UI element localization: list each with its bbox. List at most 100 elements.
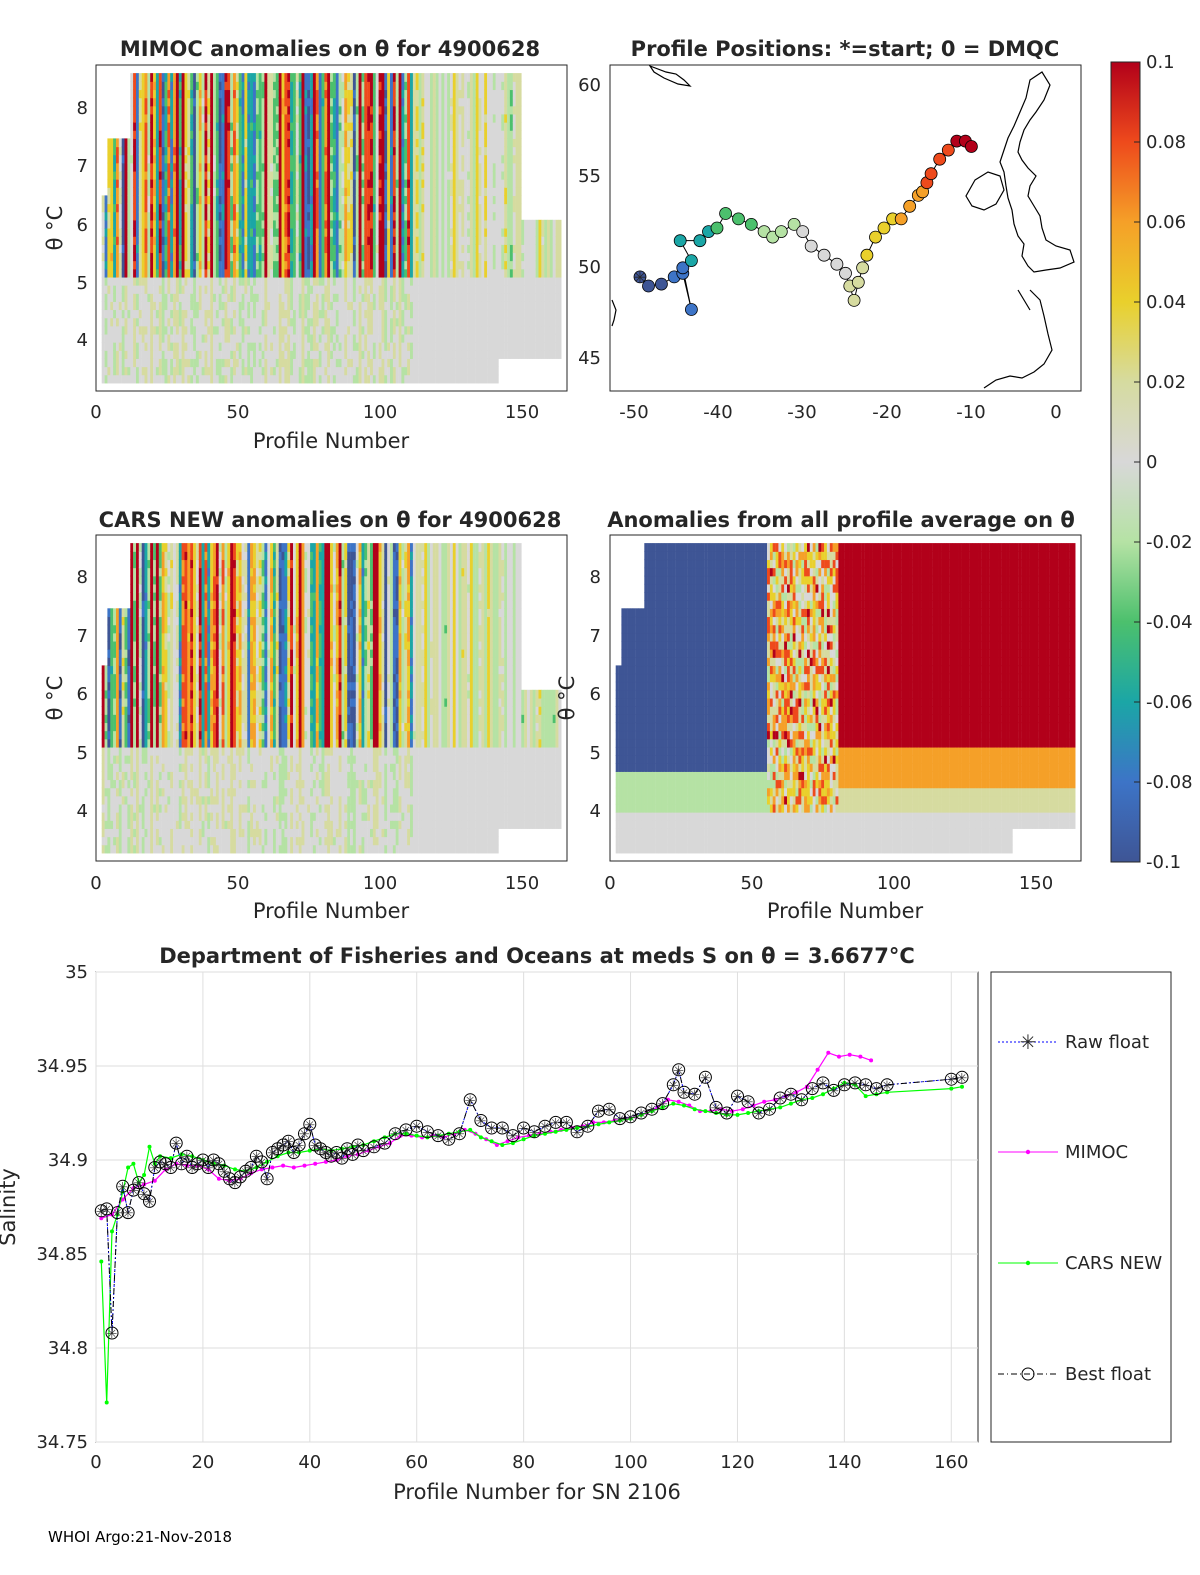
heatmap-cell xyxy=(467,219,471,229)
heatmap-cell xyxy=(175,252,179,262)
heatmap-cell xyxy=(218,342,222,351)
heatmap-cell xyxy=(178,260,182,270)
heatmap-cell xyxy=(178,162,182,172)
heatmap-cell xyxy=(164,73,168,82)
heatmap-cell xyxy=(398,211,402,221)
heatmap-cell xyxy=(198,325,202,335)
heatmap-cell xyxy=(207,122,211,131)
heatmap-cell xyxy=(304,195,308,205)
heatmap-cell xyxy=(104,268,108,278)
heatmap-cell xyxy=(467,138,471,148)
heatmap-cell xyxy=(441,203,445,213)
heatmap-cell xyxy=(101,374,105,384)
heatmap-cell xyxy=(455,309,459,319)
heatmap-cell xyxy=(464,170,468,180)
heatmap-cell xyxy=(147,333,151,343)
heatmap-cell xyxy=(153,219,157,229)
heatmap-cell xyxy=(384,97,388,107)
heatmap-cell xyxy=(235,366,239,376)
heatmap-cell xyxy=(475,285,479,294)
heatmap-cell xyxy=(307,244,311,254)
heatmap-cell xyxy=(235,113,239,123)
heatmap-cell xyxy=(384,203,388,213)
heatmap-cell xyxy=(198,366,202,376)
heatmap-cell xyxy=(404,187,408,197)
heatmap-cell xyxy=(255,146,259,156)
heatmap-cell xyxy=(164,122,168,131)
heatmap-cell xyxy=(458,146,462,156)
heatmap-cell xyxy=(241,293,245,302)
heatmap-cell xyxy=(273,138,277,148)
heatmap-cell xyxy=(421,358,425,368)
heatmap-cell xyxy=(327,293,331,302)
heatmap-cell xyxy=(455,113,459,123)
heatmap-cell xyxy=(461,276,465,286)
heatmap-cell xyxy=(207,105,211,115)
heatmap-cell xyxy=(230,97,234,107)
heatmap-cell xyxy=(478,244,482,254)
heatmap-cell xyxy=(124,219,128,229)
heatmap-cell xyxy=(327,73,331,82)
heatmap-cell xyxy=(116,333,120,343)
heatmap-cell xyxy=(310,211,314,221)
heatmap-cell xyxy=(361,301,365,311)
heatmap-cell xyxy=(138,236,142,245)
heatmap-cell xyxy=(221,122,225,131)
heatmap-cell xyxy=(415,285,419,294)
heatmap-cell xyxy=(244,293,248,302)
heatmap-cell xyxy=(372,342,376,351)
heatmap-cell xyxy=(458,89,462,99)
heatmap-cell xyxy=(110,358,114,368)
heatmap-cell xyxy=(444,244,448,254)
heatmap-cell xyxy=(472,325,476,335)
heatmap-cell xyxy=(421,309,425,319)
heatmap-cell xyxy=(253,122,257,131)
heatmap-cell xyxy=(458,325,462,335)
heatmap-cell xyxy=(175,73,179,82)
heatmap-cell xyxy=(204,301,208,311)
heatmap-cell xyxy=(190,374,194,384)
heatmap-cell xyxy=(367,301,371,311)
heatmap-cell xyxy=(378,317,382,327)
heatmap-cell xyxy=(190,228,194,237)
heatmap-cell xyxy=(250,122,254,131)
heatmap-cell xyxy=(458,252,462,262)
heatmap-cell xyxy=(158,187,162,197)
heatmap-cell xyxy=(107,358,111,368)
heatmap-cell xyxy=(127,333,131,343)
heatmap-cell xyxy=(158,260,162,270)
heatmap-cell xyxy=(435,244,439,254)
heatmap-cell xyxy=(384,170,388,180)
heatmap-cell xyxy=(195,366,199,376)
heatmap-cell xyxy=(387,285,391,294)
heatmap-cell xyxy=(315,244,319,254)
heatmap-cell xyxy=(250,154,254,164)
heatmap-cell xyxy=(118,317,122,327)
heatmap-cell xyxy=(290,203,294,213)
heatmap-cell xyxy=(324,301,328,311)
heatmap-cell xyxy=(144,317,148,327)
heatmap-cell xyxy=(178,154,182,164)
heatmap-cell xyxy=(161,170,165,180)
heatmap-cell xyxy=(395,211,399,221)
heatmap-cell xyxy=(298,122,302,131)
heatmap-cell xyxy=(278,203,282,213)
heatmap-cell xyxy=(210,285,214,294)
heatmap-cell xyxy=(378,252,382,262)
heatmap-cell xyxy=(335,170,339,180)
heatmap-cell xyxy=(472,97,476,107)
heatmap-cell xyxy=(430,301,434,311)
heatmap-cell xyxy=(398,342,402,351)
heatmap-cell xyxy=(161,228,165,237)
heatmap-cell xyxy=(238,154,242,164)
heatmap-cell xyxy=(381,358,385,368)
heatmap-cell xyxy=(424,374,428,384)
heatmap-cell xyxy=(210,211,214,221)
heatmap-cell xyxy=(190,342,194,351)
heatmap-cell xyxy=(321,228,325,237)
heatmap-cell xyxy=(404,285,408,294)
heatmap-cell xyxy=(330,170,334,180)
heatmap-cell xyxy=(401,285,405,294)
heatmap-cell xyxy=(281,146,285,156)
heatmap-cell xyxy=(347,105,351,115)
